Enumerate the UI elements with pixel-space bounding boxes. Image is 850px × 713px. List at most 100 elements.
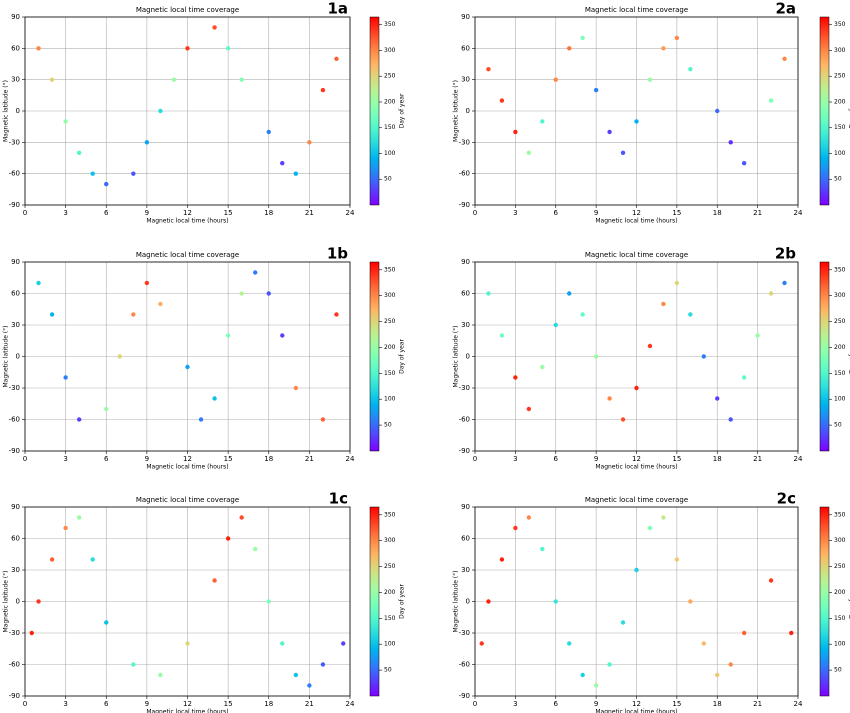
colorbar-label: Day of year bbox=[399, 339, 406, 374]
colorbar-tick-label: 50 bbox=[384, 667, 392, 674]
data-point bbox=[266, 129, 271, 135]
x-tick-label: 6 bbox=[554, 455, 559, 463]
data-point bbox=[553, 77, 558, 82]
x-tick-label: 15 bbox=[224, 700, 233, 708]
x-tick-label: 3 bbox=[63, 455, 67, 463]
colorbar-label: Day of year bbox=[849, 584, 850, 619]
data-point bbox=[131, 662, 136, 667]
data-point bbox=[225, 333, 231, 338]
x-tick-label: 0 bbox=[23, 209, 27, 217]
colorbar bbox=[819, 16, 830, 206]
colorbar-tick-label: 150 bbox=[384, 124, 396, 131]
x-tick-label: 24 bbox=[794, 700, 803, 708]
x-axis-label: Magnetic local time (hours) bbox=[146, 709, 228, 713]
data-point bbox=[225, 46, 231, 51]
data-point bbox=[198, 417, 204, 422]
data-point bbox=[741, 375, 747, 380]
data-point bbox=[688, 312, 693, 317]
colorbar-label: Day of year bbox=[849, 93, 850, 128]
x-tick-label: 18 bbox=[713, 209, 722, 217]
colorbar-tick-label: 100 bbox=[384, 396, 396, 403]
data-point bbox=[90, 171, 95, 176]
data-point bbox=[499, 98, 505, 103]
colorbar bbox=[819, 261, 830, 452]
x-axis-label: Magnetic local time (hours) bbox=[595, 218, 677, 225]
x-tick-label: 0 bbox=[473, 455, 477, 463]
data-point bbox=[334, 312, 339, 317]
panel: 0 3 6 9 12 15 18 21 24 -90 -60 -30 0 30 60 90 Magnetic l… bbox=[3, 490, 406, 713]
plot-frame bbox=[474, 261, 799, 452]
panel: 0 3 6 9 12 15 18 21 24 -90 -60 -30 0 30 60 90 Magnetic l… bbox=[3, 245, 406, 471]
plot-frame bbox=[474, 506, 799, 697]
y-tick-label: -30 bbox=[9, 629, 20, 637]
data-point bbox=[768, 291, 774, 296]
data-point bbox=[185, 364, 190, 370]
colorbar-tick-label: 300 bbox=[834, 292, 846, 299]
data-point bbox=[540, 364, 545, 370]
chart-title: Magnetic local time coverage bbox=[136, 251, 239, 259]
y-tick-label: -90 bbox=[9, 447, 20, 455]
data-point bbox=[674, 35, 680, 41]
colorbar-tick-label: 250 bbox=[834, 563, 846, 570]
colorbar-tick-label: 200 bbox=[834, 98, 846, 105]
x-axis-label: Magnetic local time (hours) bbox=[595, 464, 677, 471]
y-tick-label: 60 bbox=[11, 44, 20, 52]
y-tick-label: -60 bbox=[9, 416, 20, 424]
data-point bbox=[647, 343, 653, 349]
colorbar bbox=[369, 261, 380, 452]
colorbar-tick-label: 350 bbox=[834, 21, 846, 28]
y-tick-label: 30 bbox=[11, 76, 20, 84]
data-point bbox=[567, 641, 572, 646]
x-tick-label: 3 bbox=[513, 209, 517, 217]
data-point bbox=[293, 385, 299, 391]
colorbar-tick-label: 50 bbox=[834, 176, 842, 183]
colorbar-tick-label: 200 bbox=[384, 589, 396, 596]
x-tick-label: 6 bbox=[554, 700, 559, 708]
data-point bbox=[526, 150, 532, 155]
data-point bbox=[728, 662, 733, 667]
x-tick-label: 9 bbox=[594, 209, 598, 217]
x-tick-label: 24 bbox=[346, 455, 355, 463]
x-tick-label: 21 bbox=[305, 455, 314, 463]
data-point bbox=[768, 98, 774, 103]
x-tick-label: 12 bbox=[632, 209, 641, 217]
y-tick-label: -30 bbox=[459, 138, 470, 146]
x-tick-label: 12 bbox=[632, 700, 641, 708]
panel-label: 2a bbox=[775, 0, 796, 18]
colorbar-tick-label: 300 bbox=[834, 537, 846, 544]
chart-title: Magnetic local time coverage bbox=[585, 6, 688, 14]
data-point bbox=[688, 599, 693, 604]
data-point bbox=[661, 46, 666, 51]
data-point bbox=[620, 620, 626, 625]
colorbar-tick-label: 150 bbox=[834, 124, 846, 131]
colorbar bbox=[369, 506, 380, 697]
data-point bbox=[144, 280, 150, 286]
data-point bbox=[620, 417, 626, 422]
y-tick-label: -30 bbox=[9, 138, 20, 146]
y-tick-label: -60 bbox=[9, 170, 20, 178]
data-point bbox=[620, 150, 626, 155]
data-point bbox=[158, 672, 163, 678]
colorbar-tick-label: 100 bbox=[834, 641, 846, 648]
colorbar-tick-label: 350 bbox=[384, 266, 396, 273]
data-point bbox=[280, 333, 285, 338]
x-tick-label: 15 bbox=[672, 455, 681, 463]
data-point bbox=[158, 108, 163, 114]
data-point bbox=[674, 557, 680, 562]
y-tick-label: 90 bbox=[461, 13, 470, 21]
x-tick-label: 21 bbox=[753, 455, 762, 463]
data-point bbox=[36, 599, 41, 604]
data-point bbox=[185, 46, 190, 51]
data-point bbox=[266, 291, 271, 296]
colorbar-tick-label: 150 bbox=[384, 615, 396, 622]
y-tick-label: 90 bbox=[461, 503, 470, 511]
data-point bbox=[239, 291, 244, 296]
x-tick-label: 3 bbox=[63, 209, 67, 217]
plot-frame bbox=[474, 16, 799, 206]
data-point bbox=[607, 662, 612, 667]
colorbar-tick-label: 350 bbox=[834, 266, 846, 273]
y-tick-label: 60 bbox=[461, 535, 470, 543]
data-point bbox=[486, 599, 491, 604]
colorbar-tick-label: 50 bbox=[384, 176, 392, 183]
data-point bbox=[144, 140, 150, 145]
